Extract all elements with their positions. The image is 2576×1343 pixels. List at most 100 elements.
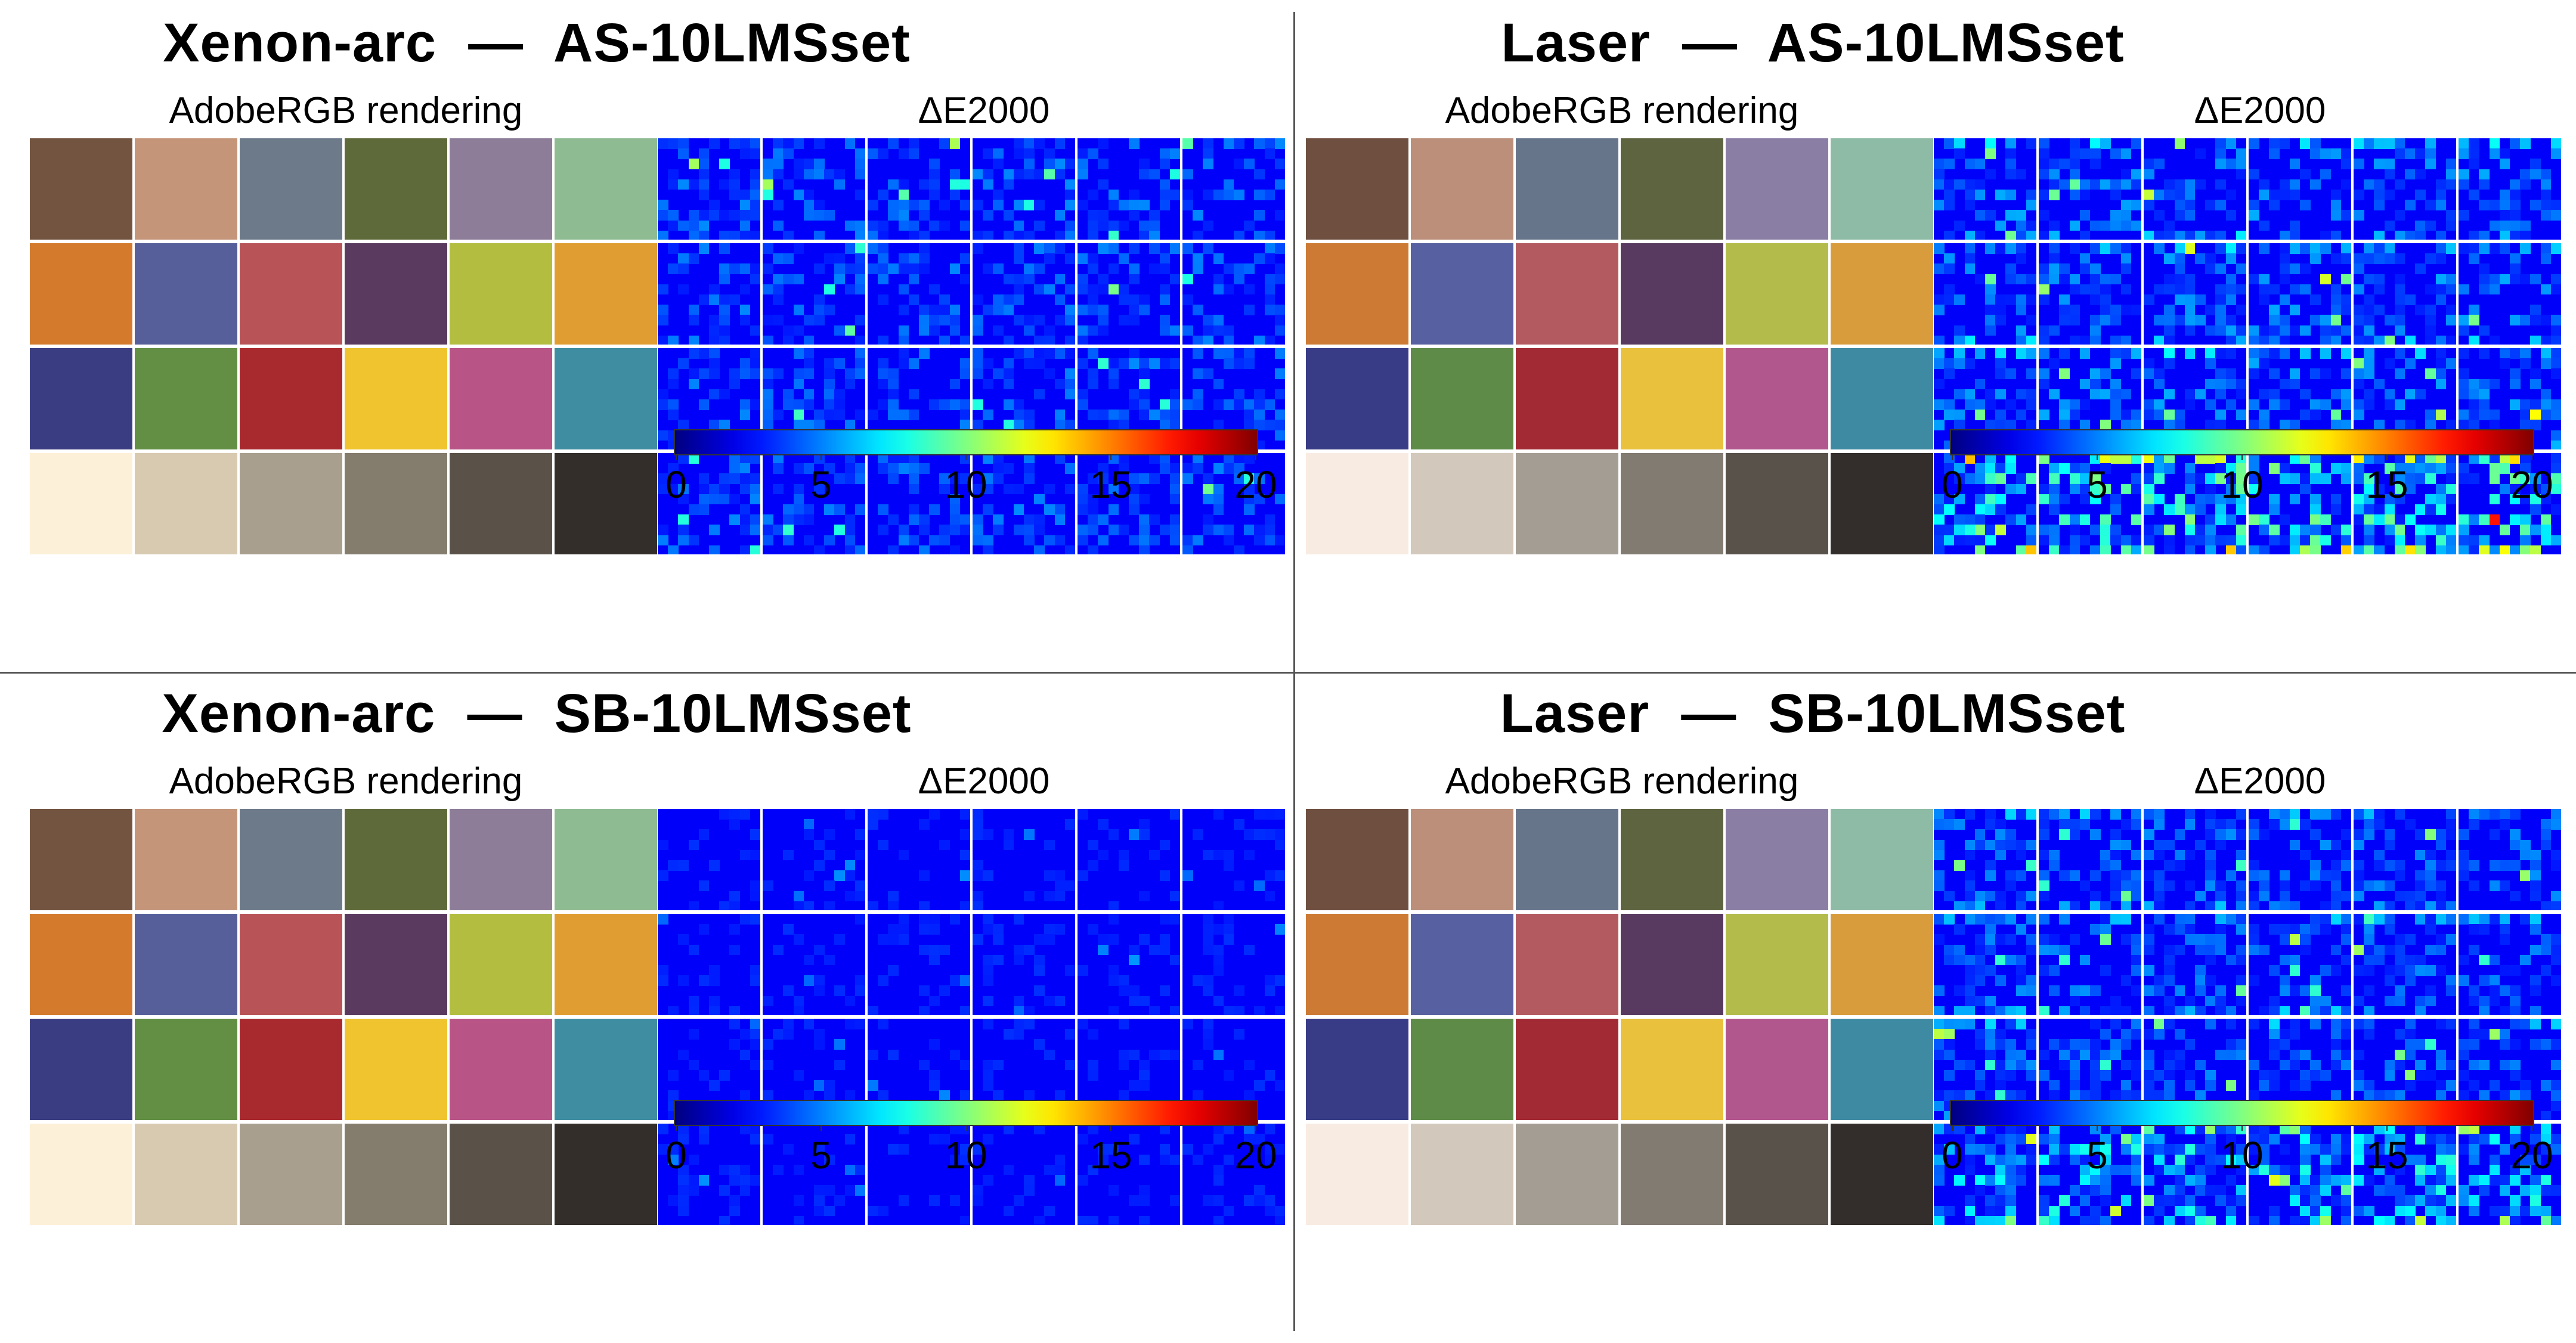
delta-e-cell: [929, 954, 940, 966]
delta-e-cell: [1964, 243, 1976, 254]
delta-e-cell: [939, 473, 950, 485]
delta-e-cell: [2435, 860, 2447, 871]
delta-e-cell: [1129, 389, 1140, 400]
delta-e-cell: [1003, 368, 1014, 380]
delta-e-cell: [1024, 159, 1035, 170]
delta-e-cell: [2049, 1090, 2060, 1102]
delta-e-cell: [2236, 525, 2246, 536]
delta-e-cell: [1995, 819, 2006, 830]
delta-e-cell: [1169, 483, 1180, 495]
delta-e-cell: [1223, 263, 1234, 275]
delta-e-cell: [2026, 914, 2036, 925]
delta-e-cell: [2026, 1039, 2036, 1050]
delta-e-cell: [1169, 420, 1180, 431]
delta-e-cell: [729, 819, 741, 830]
delta-e-cell: [2110, 379, 2122, 390]
delta-e-cell: [2005, 453, 2017, 464]
delta-e-cell: [878, 1090, 888, 1102]
delta-e-cell: [2530, 1185, 2541, 1196]
delta-e-cell: [2425, 901, 2436, 910]
delta-e-cell: [2445, 985, 2456, 997]
delta-e-cell: [2320, 1006, 2332, 1015]
delta-e-cell: [2384, 1090, 2395, 1102]
delta-e-cell: [2039, 1154, 2049, 1165]
delta-e-cell: [729, 463, 741, 474]
delta-e-cell: [2364, 325, 2374, 336]
delta-e-cell: [2540, 1205, 2552, 1217]
delta-e-cell: [2425, 410, 2436, 420]
delta-e-cell: [2469, 1124, 2479, 1134]
delta-e-cell: [1182, 274, 1193, 285]
delta-e-cell: [709, 335, 720, 345]
delta-e-cell: [2530, 1039, 2541, 1050]
delta-e-cell: [2184, 305, 2196, 315]
delta-e-cell: [2026, 504, 2036, 515]
delta-e-cell: [949, 179, 961, 190]
delta-e-cell: [2174, 179, 2185, 190]
delta-e-cell: [2269, 463, 2280, 474]
delta-e-cell: [2026, 525, 2036, 536]
delta-e-cell: [2026, 220, 2036, 231]
delta-e-map-r1-c5: [2354, 138, 2456, 240]
delta-e-map-r4-c6: [2459, 453, 2561, 554]
delta-e-cell: [2110, 1090, 2122, 1102]
delta-e-cell: [1139, 368, 1150, 380]
delta-e-label: ΔE2000: [918, 90, 1050, 131]
delta-e-cell: [1064, 389, 1075, 400]
delta-e-cell: [2415, 148, 2426, 159]
delta-e-cell: [1954, 220, 1965, 231]
color-patch-r4-c4: [345, 453, 447, 554]
delta-e-cell: [1044, 335, 1055, 345]
delta-e-cell: [2026, 1154, 2036, 1165]
delta-e-cell: [2131, 453, 2141, 464]
delta-e-cell: [2489, 463, 2500, 474]
delta-e-cell: [2174, 294, 2185, 305]
delta-e-cell: [709, 348, 720, 359]
delta-e-cell: [1944, 891, 1955, 902]
delta-e-cell: [2215, 891, 2227, 902]
delta-e-cell: [2354, 1070, 2364, 1081]
delta-e-cell: [1213, 1124, 1224, 1134]
delta-e-cell: [2300, 325, 2311, 336]
delta-e-cell: [2205, 954, 2216, 966]
delta-e-cell: [949, 169, 961, 180]
delta-e-cell: [2100, 934, 2111, 945]
delta-e-cell: [2110, 274, 2122, 285]
panel-title: Laser — SB-10LMSset: [1500, 683, 2126, 744]
delta-e-cell: [1108, 358, 1119, 369]
color-patch-r3-c3: [1516, 1019, 1618, 1120]
delta-e-cell: [2469, 190, 2479, 200]
delta-e-cell: [750, 230, 760, 240]
delta-e-cell: [2249, 829, 2259, 840]
delta-e-cell: [2215, 315, 2227, 326]
delta-e-cell: [1193, 389, 1203, 400]
delta-e-cell: [888, 200, 899, 210]
delta-e-cell: [1013, 504, 1024, 515]
delta-e-cell: [2215, 420, 2227, 431]
delta-e-cell: [1213, 274, 1224, 285]
delta-e-cell: [929, 305, 940, 315]
delta-e-cell: [2005, 1124, 2017, 1134]
delta-e-cell: [1139, 891, 1150, 902]
delta-e-cell: [2069, 1154, 2080, 1165]
delta-e-cell: [983, 1059, 993, 1071]
delta-e-cell: [908, 200, 919, 210]
delta-e-cell: [2435, 483, 2447, 495]
delta-e-cell: [1934, 399, 1945, 410]
delta-e-cell: [2215, 880, 2227, 892]
delta-e-cell: [2520, 1185, 2531, 1196]
delta-e-cell: [2340, 525, 2351, 536]
delta-e-cell: [1244, 504, 1255, 515]
delta-e-cell: [1034, 1124, 1045, 1134]
delta-e-cell: [993, 954, 1004, 966]
delta-e-cell: [2184, 294, 2196, 305]
delta-e-cell: [2330, 1154, 2342, 1165]
delta-e-cell: [2415, 305, 2426, 315]
delta-e-cell: [939, 305, 950, 315]
delta-e-cell: [1044, 924, 1055, 935]
delta-e-cell: [1088, 514, 1098, 525]
delta-e-cell: [854, 190, 865, 200]
delta-e-cell: [2039, 1195, 2049, 1206]
delta-e-cell: [2289, 924, 2301, 935]
delta-e-cell: [2049, 1154, 2060, 1165]
